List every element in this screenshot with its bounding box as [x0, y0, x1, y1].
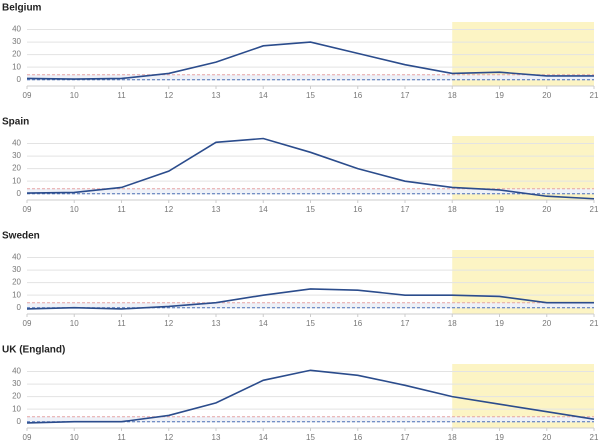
y-tick-label: 40 [12, 25, 21, 34]
y-tick-label: 30 [12, 379, 21, 388]
x-tick-label: 16 [353, 205, 362, 214]
x-tick-label: 16 [353, 319, 362, 328]
x-tick-label: 13 [212, 319, 221, 328]
x-tick-label: 10 [70, 91, 79, 100]
x-tick-label: 10 [70, 205, 79, 214]
reference-band [27, 416, 594, 422]
x-tick-label: 14 [259, 433, 268, 440]
x-tick-label: 12 [164, 433, 173, 440]
x-tick-label: 16 [353, 91, 362, 100]
reference-band [27, 302, 594, 308]
y-tick-label: 40 [12, 139, 21, 148]
x-tick-label: 19 [495, 205, 504, 214]
y-tick-label: 10 [12, 404, 21, 413]
x-tick-label: 17 [401, 319, 410, 328]
x-tick-label: 19 [495, 319, 504, 328]
reference-band [27, 188, 594, 194]
y-tick-label: 30 [12, 265, 21, 274]
x-tick-label: 16 [353, 433, 362, 440]
x-tick-label: 15 [306, 433, 315, 440]
x-tick-label: 14 [259, 205, 268, 214]
y-tick-label: 20 [12, 278, 21, 287]
x-tick-label: 13 [212, 205, 221, 214]
y-tick-label: 0 [17, 75, 22, 84]
y-tick-label: 30 [12, 151, 21, 160]
x-tick-label: 11 [117, 205, 126, 214]
x-tick-label: 18 [448, 433, 457, 440]
x-tick-label: 17 [401, 433, 410, 440]
y-tick-label: 40 [12, 367, 21, 376]
x-tick-label: 18 [448, 319, 457, 328]
x-tick-label: 10 [70, 319, 79, 328]
panel-title: Belgium [2, 3, 42, 14]
x-tick-label: 19 [495, 433, 504, 440]
x-tick-label: 21 [590, 319, 599, 328]
y-tick-label: 40 [12, 253, 21, 262]
x-tick-label: 11 [117, 433, 126, 440]
x-tick-label: 09 [23, 433, 32, 440]
y-tick-label: 20 [12, 50, 21, 59]
x-tick-label: 20 [542, 433, 551, 440]
x-tick-label: 12 [164, 205, 173, 214]
y-tick-label: 0 [17, 189, 22, 198]
reference-band [27, 74, 594, 80]
x-tick-label: 10 [70, 433, 79, 440]
x-tick-label: 11 [117, 91, 126, 100]
y-tick-label: 30 [12, 37, 21, 46]
data-line [26, 369, 595, 424]
x-tick-label: 20 [542, 91, 551, 100]
y-tick-label: 20 [12, 164, 21, 173]
x-tick-label: 19 [495, 91, 504, 100]
x-tick-label: 14 [259, 91, 268, 100]
y-tick-label: 0 [17, 417, 22, 426]
y-tick-label: 10 [12, 290, 21, 299]
x-tick-label: 20 [542, 205, 551, 214]
x-tick-label: 14 [259, 319, 268, 328]
x-tick-label: 15 [306, 319, 315, 328]
x-tick-label: 09 [23, 91, 32, 100]
data-line [26, 288, 594, 310]
x-tick-label: 13 [212, 433, 221, 440]
x-tick-label: 17 [401, 91, 410, 100]
x-tick-label: 18 [448, 205, 457, 214]
panel-title: Sweden [2, 231, 40, 242]
x-tick-label: 09 [23, 205, 32, 214]
x-tick-label: 20 [542, 319, 551, 328]
x-tick-label: 21 [590, 205, 599, 214]
data-line [26, 41, 594, 80]
x-tick-label: 12 [164, 91, 173, 100]
panel-title: UK (England) [2, 345, 65, 356]
x-tick-label: 13 [212, 91, 221, 100]
x-tick-label: 17 [401, 205, 410, 214]
x-tick-label: 11 [117, 319, 126, 328]
x-tick-label: 21 [590, 91, 599, 100]
panel-title: Spain [2, 117, 29, 128]
y-tick-label: 20 [12, 392, 21, 401]
x-tick-label: 21 [590, 433, 599, 440]
x-tick-label: 12 [164, 319, 173, 328]
y-tick-label: 10 [12, 176, 21, 185]
data-line [26, 137, 595, 200]
y-tick-label: 10 [12, 62, 21, 71]
x-tick-label: 15 [306, 205, 315, 214]
y-tick-label: 0 [17, 303, 22, 312]
x-tick-label: 09 [23, 319, 32, 328]
x-tick-label: 18 [448, 91, 457, 100]
x-tick-label: 15 [306, 91, 315, 100]
